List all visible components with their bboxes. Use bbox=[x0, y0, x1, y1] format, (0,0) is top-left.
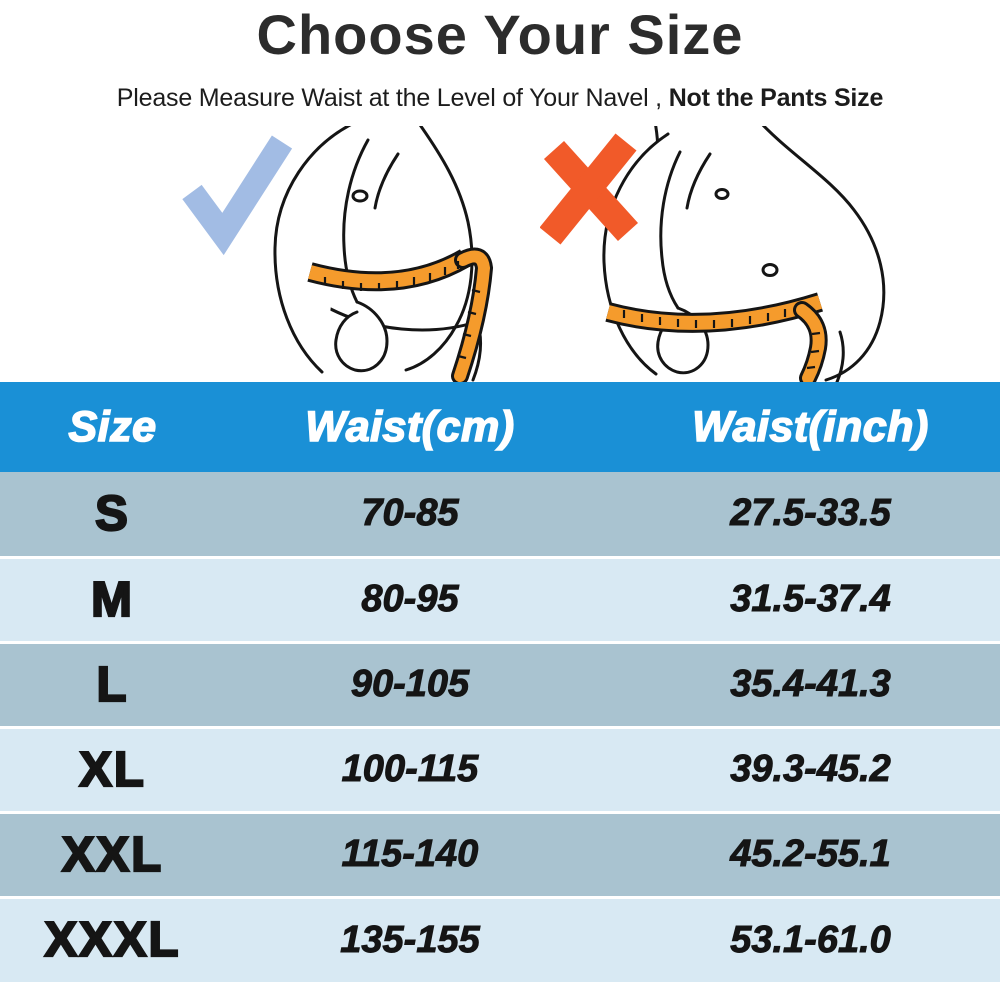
size-cell: L bbox=[0, 642, 225, 729]
waist-inch-cell: 53.1-61.0 bbox=[595, 897, 1000, 982]
table-header-row: Size Waist(cm) Waist(inch) bbox=[0, 382, 1000, 472]
waist-inch-cell: 45.2-55.1 bbox=[595, 812, 1000, 899]
table-row: M 80-95 31.5-37.4 bbox=[0, 557, 1000, 644]
waist-inch-cell: 31.5-37.4 bbox=[595, 557, 1000, 644]
table-row: XL 100-115 39.3-45.2 bbox=[0, 727, 1000, 814]
waist-cm-cell: 80-95 bbox=[225, 557, 595, 644]
table-row: XXL 115-140 45.2-55.1 bbox=[0, 812, 1000, 899]
size-cell: XXL bbox=[0, 812, 225, 899]
waist-cm-cell: 70-85 bbox=[225, 472, 595, 559]
header-size: Size bbox=[0, 382, 225, 472]
waist-cm-cell: 90-105 bbox=[225, 642, 595, 729]
size-cell: XXXL bbox=[0, 897, 225, 982]
waist-inch-cell: 27.5-33.5 bbox=[595, 472, 1000, 559]
subtitle-normal: Please Measure Waist at the Level of You… bbox=[116, 84, 669, 112]
check-icon bbox=[182, 135, 293, 256]
table-row: S 70-85 27.5-33.5 bbox=[0, 472, 1000, 559]
cross-icon bbox=[540, 133, 639, 245]
waist-cm-cell: 100-115 bbox=[225, 727, 595, 814]
header-waist-cm: Waist(cm) bbox=[225, 382, 595, 472]
header-waist-inch: Waist(inch) bbox=[595, 382, 1000, 472]
size-cell: XL bbox=[0, 727, 225, 814]
table-row: L 90-105 35.4-41.3 bbox=[0, 642, 1000, 729]
subtitle: Please Measure Waist at the Level of You… bbox=[0, 84, 1000, 113]
subtitle-bold: Not the Pants Size bbox=[668, 84, 884, 112]
page-title: Choose Your Size bbox=[256, 3, 744, 66]
header-section: Choose Your Size Please Measure Waist at… bbox=[0, 0, 1000, 382]
size-table: Size Waist(cm) Waist(inch) S 70-85 27.5-… bbox=[0, 382, 1000, 982]
waist-inch-cell: 35.4-41.3 bbox=[595, 642, 1000, 729]
waist-inch-cell: 39.3-45.2 bbox=[595, 727, 1000, 814]
torso-navel-illustration bbox=[182, 126, 494, 382]
size-cell: M bbox=[0, 557, 225, 644]
waist-cm-cell: 135-155 bbox=[225, 897, 595, 982]
waist-cm-cell: 115-140 bbox=[225, 812, 595, 899]
torso-pants-illustration bbox=[540, 126, 886, 382]
table-row: XXXL 135-155 53.1-61.0 bbox=[0, 897, 1000, 982]
size-cell: S bbox=[0, 472, 225, 559]
